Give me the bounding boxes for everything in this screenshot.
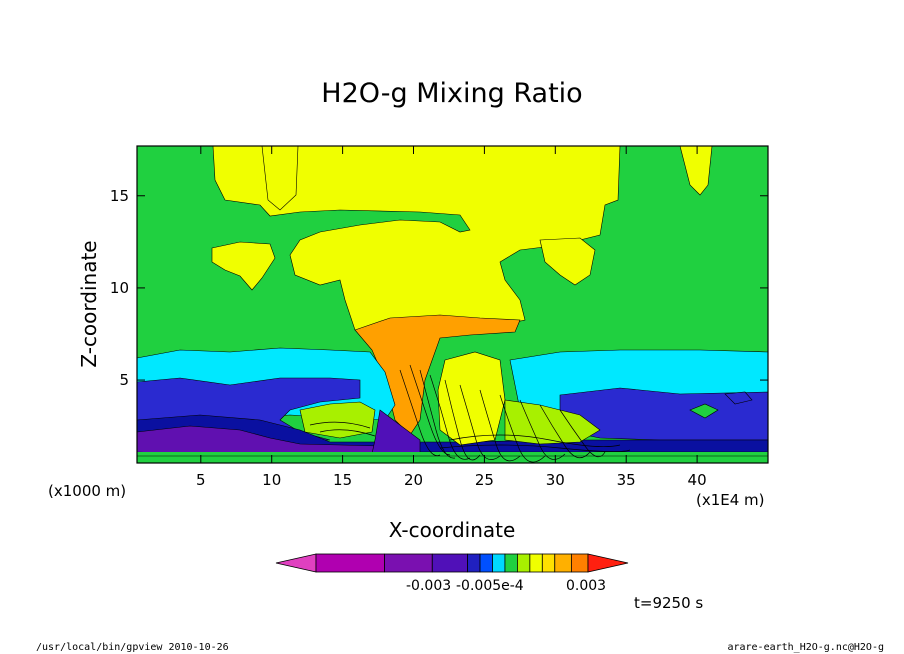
colorbar-swatch — [570, 553, 589, 573]
time-label: t=9250 s — [634, 594, 703, 612]
colorbar-label-3: 0.003 — [566, 578, 606, 594]
x-tick-label: 15 — [333, 471, 352, 489]
left-yellow-lobe — [211, 241, 276, 291]
colorbar-swatch — [504, 553, 518, 573]
colorbar-arrow-right — [587, 553, 629, 573]
colorbar-label-1: -0.003 — [406, 578, 451, 594]
x-unit-right: (x1E4 m) — [696, 491, 765, 509]
x-tick-label: 35 — [617, 471, 636, 489]
colorbar-swatch — [529, 553, 543, 573]
turbulent-contours — [309, 364, 631, 463]
y-axis-ticks: 5 10 15 — [110, 187, 768, 389]
x-tick-label: 40 — [688, 471, 707, 489]
right-small-blue — [724, 391, 753, 405]
y-tick-label: 15 — [110, 187, 129, 205]
y-tick-label: 10 — [110, 279, 129, 297]
x-tick-label: 20 — [404, 471, 423, 489]
turbulent-patch-mid — [437, 351, 506, 446]
colorbar-swatch — [554, 553, 572, 573]
footer-left: /usr/local/bin/gpview 2010-10-26 — [36, 642, 229, 653]
x-tick-label: 25 — [475, 471, 494, 489]
x-tick-label: 10 — [262, 471, 281, 489]
footer-right: arare-earth_H2O-g.nc@H2O-g — [727, 642, 884, 653]
colorbar-swatch — [431, 553, 468, 573]
chart-title: H2O-g Mixing Ratio — [321, 78, 582, 109]
colorbar — [275, 553, 629, 573]
x-axis-ticks: 5 10 15 20 25 30 35 40 — [196, 146, 707, 489]
y-axis-label: Z-coordinate — [77, 240, 101, 367]
colorbar-swatch — [467, 553, 481, 573]
x-axis-label: X-coordinate — [389, 518, 516, 542]
upper-yellow-region — [212, 145, 621, 351]
y-tick-label: 5 — [119, 371, 129, 389]
right-small-green — [689, 403, 719, 419]
colorbar-swatch — [517, 553, 531, 573]
plot-frame — [136, 145, 769, 464]
plot-area — [136, 145, 769, 464]
turbulent-patch-right — [504, 399, 601, 445]
colorbar-label-2: -0.005e-4 — [456, 578, 524, 594]
colorbar-swatch — [541, 553, 556, 573]
turbulent-patch-left — [299, 401, 376, 439]
colorbar-swatch — [384, 553, 433, 573]
colorbar-arrow-left — [275, 553, 317, 573]
x-tick-label: 5 — [196, 471, 206, 489]
x-tick-label: 30 — [546, 471, 565, 489]
colorbar-swatch — [315, 553, 385, 573]
x-unit-left: (x1000 m) — [48, 482, 126, 500]
right-yellow-lobe — [539, 237, 596, 286]
colorbar-swatch — [479, 553, 493, 573]
colorbar-swatch — [492, 553, 506, 573]
surface-green-strip — [137, 452, 768, 463]
